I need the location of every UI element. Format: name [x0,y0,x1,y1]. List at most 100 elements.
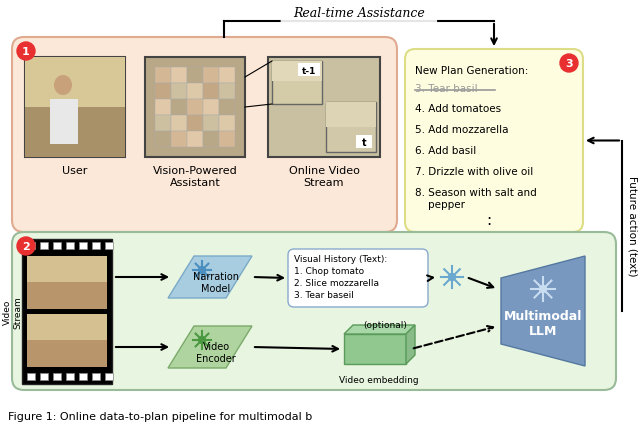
Text: 8. Season with salt and
    pepper: 8. Season with salt and pepper [415,187,537,209]
Bar [268,58,380,158]
Bar [187,68,203,84]
Text: :: : [486,213,492,228]
Bar [53,242,61,249]
Text: New Plan Generation:: New Plan Generation: [415,66,529,76]
Text: 2: 2 [22,242,30,251]
Bar [171,116,187,132]
Text: 1: 1 [22,47,30,57]
Bar [27,340,107,367]
Circle shape [540,286,547,293]
Bar [155,100,171,116]
Bar [203,116,219,132]
Text: Narration
Model: Narration Model [193,271,239,293]
Bar [155,116,171,132]
Bar [155,68,171,84]
Bar [27,256,107,309]
Bar [219,116,235,132]
Text: 4. Add tomatoes: 4. Add tomatoes [415,104,501,114]
FancyBboxPatch shape [288,249,428,307]
Circle shape [17,237,35,256]
FancyBboxPatch shape [12,38,397,233]
Text: Future action (text): Future action (text) [627,176,637,276]
Bar [40,242,48,249]
Bar [171,132,187,148]
Bar [105,373,113,380]
Text: 3. Tear basil: 3. Tear basil [415,84,477,94]
Polygon shape [406,325,415,364]
Bar [25,58,125,108]
Ellipse shape [54,76,72,96]
Text: Online Video
Stream: Online Video Stream [289,166,360,187]
Bar [155,132,171,148]
Circle shape [560,55,578,73]
Text: Real-time Assistance: Real-time Assistance [293,7,425,20]
Bar [219,68,235,84]
Bar [50,100,78,145]
Bar [66,242,74,249]
Bar [326,103,376,128]
Bar [79,373,87,380]
Bar [187,116,203,132]
Text: 7. Drizzle with olive oil: 7. Drizzle with olive oil [415,167,533,177]
Polygon shape [168,256,252,298]
Bar [272,62,322,82]
Bar [27,314,107,340]
Text: Vision-Powered
Assistant: Vision-Powered Assistant [152,166,237,187]
Bar [27,256,107,282]
Bar [203,68,219,84]
Text: 3: 3 [565,59,573,69]
Bar [356,136,372,149]
Bar [22,239,112,384]
Bar [326,103,376,153]
Bar [79,242,87,249]
Bar [66,373,74,380]
Bar [203,100,219,116]
Bar [203,84,219,100]
Text: Visual History (Text):
1. Chop tomato
2. Slice mozzarella
3. Tear baseil: Visual History (Text): 1. Chop tomato 2.… [294,254,387,300]
Bar [27,242,35,249]
FancyBboxPatch shape [405,50,583,233]
Bar [219,100,235,116]
Polygon shape [501,256,585,366]
Bar [53,373,61,380]
FancyBboxPatch shape [12,233,616,390]
Text: Multimodal
LLM: Multimodal LLM [504,309,582,337]
Circle shape [17,43,35,61]
Circle shape [449,274,456,281]
Polygon shape [344,334,406,364]
Bar [219,132,235,148]
Bar [272,62,322,105]
Text: Figure 1: Online data-to-plan pipeline for multimodal b: Figure 1: Online data-to-plan pipeline f… [8,411,312,421]
Circle shape [198,267,205,274]
Text: Video
Stream: Video Stream [3,296,22,328]
Bar [203,132,219,148]
Text: (optional): (optional) [363,321,407,330]
Bar [219,84,235,100]
Text: User: User [62,166,88,176]
Bar [155,84,171,100]
Polygon shape [168,326,252,368]
Text: t-1: t-1 [302,66,316,75]
Circle shape [198,337,205,344]
Bar [92,373,100,380]
Text: t: t [362,138,366,148]
Bar [92,242,100,249]
Bar [171,68,187,84]
Bar [25,58,125,158]
Bar [145,58,245,158]
Polygon shape [344,325,415,334]
Bar [105,242,113,249]
Text: 6. Add basil: 6. Add basil [415,146,476,155]
Bar [187,84,203,100]
Bar [27,314,107,367]
Bar [27,282,107,309]
Bar [298,64,320,77]
Bar [40,373,48,380]
Bar [171,84,187,100]
Text: Video embedding: Video embedding [339,375,419,384]
Bar [25,108,125,158]
Text: Video
Encoder: Video Encoder [196,341,236,363]
Bar [27,373,35,380]
Text: 5. Add mozzarella: 5. Add mozzarella [415,125,509,135]
Bar [187,100,203,116]
